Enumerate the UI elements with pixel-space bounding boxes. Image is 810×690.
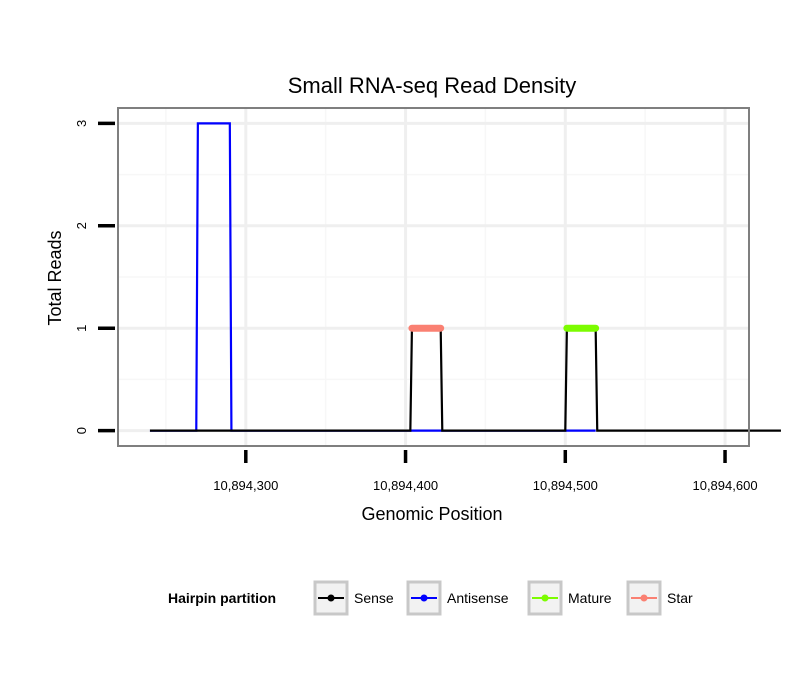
y-tick-label: 2 — [74, 222, 89, 229]
x-tick-label: 10,894,500 — [533, 478, 598, 493]
x-tick-label: 10,894,300 — [213, 478, 278, 493]
legend-key-point — [640, 594, 648, 602]
legend-label: Antisense — [447, 590, 509, 606]
y-axis-title: Total Reads — [45, 230, 65, 325]
x-tick-label: 10,894,600 — [692, 478, 757, 493]
series-layer — [149, 122, 781, 432]
legend-entry-sense: Sense — [313, 580, 394, 616]
series-line-sense — [149, 327, 781, 432]
x-axis-title: Genomic Position — [361, 504, 502, 524]
plot-panel-border — [117, 107, 750, 447]
legend-label: Star — [667, 590, 693, 606]
legend-entry-antisense: Antisense — [406, 580, 509, 616]
legend-label: Mature — [568, 590, 612, 606]
axes: 10,894,300 10,894,400 10,894,500 10,894,600… — [74, 120, 758, 493]
x-tick-label: 10,894,400 — [373, 478, 438, 493]
y-tick-label: 1 — [74, 325, 89, 332]
legend-key-point — [420, 594, 428, 602]
legend: Hairpin partition Sense Antisense Mature Sta… — [168, 580, 693, 616]
legend-key-point — [541, 594, 549, 602]
legend-title: Hairpin partition — [168, 590, 276, 606]
y-tick-label: 0 — [74, 427, 89, 434]
legend-entry-mature: Mature — [527, 580, 612, 616]
legend-label: Sense — [354, 590, 394, 606]
grid — [118, 108, 749, 446]
legend-entry-star: Star — [626, 580, 693, 616]
legend-key-point — [327, 594, 335, 602]
y-tick-label: 3 — [74, 120, 89, 127]
chart-title: Small RNA-seq Read Density — [288, 73, 577, 98]
